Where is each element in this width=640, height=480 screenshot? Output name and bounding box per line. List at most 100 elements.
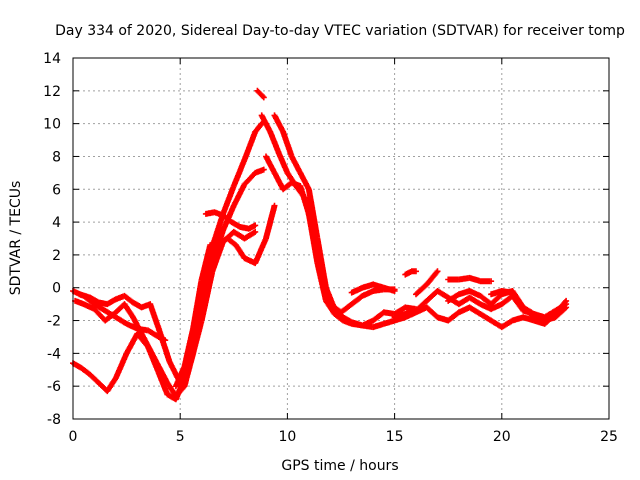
x-axis-label: GPS time / hours [281, 458, 398, 474]
x-tick-label: 5 [176, 429, 185, 445]
data-point-run [164, 379, 179, 398]
data-point-run [323, 297, 337, 316]
data-point-run [258, 112, 273, 134]
x-tick-label: 15 [386, 429, 404, 445]
series-pass-6 [202, 209, 259, 232]
data-point-run [413, 298, 429, 314]
data-point-run [172, 384, 187, 399]
data-point-run [190, 278, 205, 332]
data-point-run [87, 371, 101, 385]
y-tick-label: 12 [43, 84, 61, 100]
data-point-run [498, 318, 515, 331]
data-point-run [423, 289, 440, 304]
data-point-run [224, 235, 238, 248]
y-tick-label: -6 [47, 379, 61, 395]
data-point-run [314, 235, 329, 290]
data-point-run [91, 301, 107, 313]
data-point [413, 268, 419, 275]
data-point-run [263, 153, 277, 175]
series-pass-5 [172, 202, 278, 390]
data-point-run [509, 289, 526, 310]
x-tick-label: 0 [69, 429, 78, 445]
axis-ticks: 0 5 10 15 20 25 -8 -6 -4 -2 0 2 4 6 8 10 12 14 [43, 51, 618, 445]
data-point-run [78, 365, 92, 377]
data-point-run [209, 240, 226, 275]
data-point-run [155, 363, 170, 385]
data-point-run [252, 236, 269, 267]
x-tick-label: 25 [600, 429, 618, 445]
data-point-run [230, 158, 247, 189]
data-point-run [187, 319, 205, 365]
data-point-run [155, 325, 172, 364]
data-point-run [297, 183, 312, 216]
data-point-run [138, 330, 153, 352]
y-tick-label: -4 [47, 346, 61, 362]
data-point-run [271, 112, 286, 134]
data-point-run [552, 305, 568, 321]
data-point-run [123, 332, 140, 357]
data-point-run [331, 306, 346, 320]
data-point-run [263, 204, 278, 242]
data-point-run [434, 288, 450, 300]
data-point-run [297, 169, 312, 191]
data-point [488, 278, 495, 285]
data-point [434, 268, 441, 275]
data-points [70, 87, 570, 403]
y-tick-label: 6 [52, 182, 61, 198]
data-point-run [121, 301, 136, 319]
data-point-run [288, 153, 303, 175]
data-point-run [145, 327, 161, 340]
series-pass-12 [402, 268, 419, 278]
data-point [252, 222, 259, 229]
series-pass-15 [445, 274, 495, 285]
data-point-run [280, 128, 295, 158]
data-point-run [305, 210, 321, 265]
y-tick-label: 14 [43, 51, 61, 67]
data-point-run [172, 364, 187, 390]
data-point-run [230, 182, 247, 209]
chart-title: Day 334 of 2020, Sidereal Day-to-day VTE… [55, 23, 625, 39]
data-point-run [254, 87, 266, 100]
data-point-run [520, 304, 536, 320]
x-tick-label: 20 [493, 429, 511, 445]
data-point [271, 202, 278, 209]
data-point-run [91, 306, 108, 323]
data-point [563, 304, 570, 311]
data-point-run [305, 186, 321, 240]
y-tick-label: -8 [47, 412, 61, 428]
data-point-run [445, 292, 461, 304]
y-tick-label: 10 [43, 117, 61, 133]
series-pass-4 [76, 228, 259, 386]
data-point-run [181, 327, 196, 370]
data-point-run [121, 292, 135, 305]
data-point-run [241, 130, 258, 163]
data-point-run [241, 229, 257, 242]
series-pass-11 [348, 281, 398, 296]
series-pass-10 [271, 112, 419, 329]
data-point-run [112, 351, 129, 381]
data-point-run [552, 299, 569, 317]
data-point [563, 297, 570, 304]
data-point-run [275, 150, 290, 175]
data-point-run [220, 212, 234, 225]
data-point-run [252, 121, 264, 135]
y-tick-label: 0 [52, 281, 61, 297]
data-point [391, 288, 398, 294]
data-point-run [147, 301, 162, 331]
y-tick-label: 2 [52, 248, 61, 264]
data-point-run [198, 269, 215, 324]
data-point [260, 94, 267, 101]
data-point-run [488, 292, 504, 308]
data-point-run [348, 293, 365, 308]
data-point-run [267, 128, 282, 155]
y-tick-label: 4 [52, 215, 61, 231]
y-axis-label: SDTVAR / TECUs [8, 181, 24, 296]
data-point-run [423, 304, 440, 320]
data-point-run [423, 269, 440, 288]
data-point-run [314, 260, 329, 303]
y-tick-label: 8 [52, 149, 61, 165]
data-point-run [177, 360, 194, 386]
series-pass-14 [413, 268, 441, 298]
series-pass-17 [488, 288, 570, 324]
